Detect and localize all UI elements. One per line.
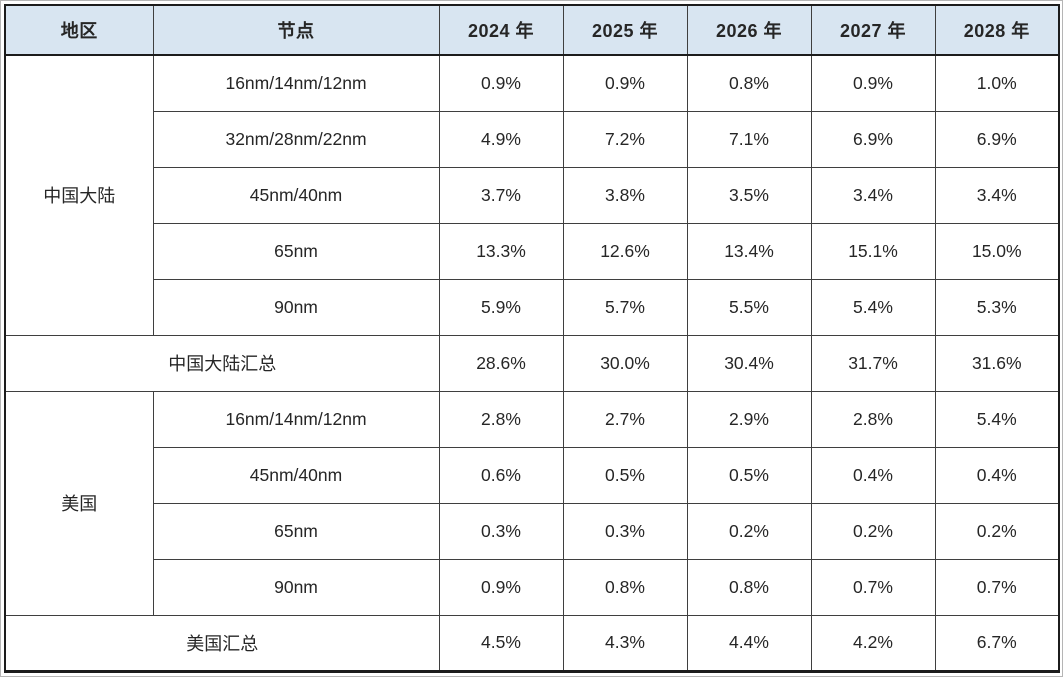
value-cell: 5.5% <box>686 278 812 336</box>
value-cell: 7.2% <box>562 110 688 168</box>
node-cell: 16nm/14nm/12nm <box>152 54 440 112</box>
value-cell: 0.9% <box>810 54 936 112</box>
node-cell: 16nm/14nm/12nm <box>152 390 440 448</box>
value-cell: 12.6% <box>562 222 688 280</box>
value-cell: 0.3% <box>562 502 688 560</box>
value-cell: 0.2% <box>810 502 936 560</box>
table-row: 美国 16nm/14nm/12nm 2.8% 2.7% 2.9% 2.8% 5.4% <box>4 390 1060 616</box>
capacity-share-table: 地区 节点 2024 年 2025 年 2026 年 2027 年 2028 年 中国大陆 1… <box>4 4 1060 673</box>
value-cell: 3.4% <box>810 166 936 224</box>
summary-row: 中国大陆汇总 28.6% 30.0% 30.4% 31.7% 31.6% <box>4 334 1060 392</box>
value-cell: 3.4% <box>934 166 1060 224</box>
value-cell: 5.9% <box>438 278 564 336</box>
header-row: 地区 节点 2024 年 2025 年 2026 年 2027 年 2028 年 <box>4 4 1060 56</box>
value-cell: 3.8% <box>562 166 688 224</box>
header-cell: 节点 <box>152 4 440 56</box>
node-cell: 65nm <box>152 222 440 280</box>
value-cell: 0.3% <box>438 502 564 560</box>
value-cell: 0.5% <box>686 446 812 504</box>
header-cell: 2025 年 <box>562 4 688 56</box>
summary-value-cell: 28.6% <box>438 334 564 392</box>
value-cell: 15.1% <box>810 222 936 280</box>
value-cell: 0.6% <box>438 446 564 504</box>
summary-value-cell: 4.5% <box>438 614 564 672</box>
summary-value-cell: 4.2% <box>810 614 936 672</box>
value-cell: 0.2% <box>934 502 1060 560</box>
header-cell: 2026 年 <box>686 4 812 56</box>
header-cell: 2028 年 <box>934 4 1060 56</box>
table-row: 45nm/40nm 0.6% 0.5% 0.5% 0.4% 0.4% <box>5 446 1060 504</box>
table-header: 地区 节点 2024 年 2025 年 2026 年 2027 年 2028 年 <box>4 4 1060 56</box>
node-cell: 90nm <box>152 278 440 336</box>
header-cell: 2027 年 <box>810 4 936 56</box>
value-cell: 3.5% <box>686 166 812 224</box>
value-cell: 5.7% <box>562 278 688 336</box>
table-row: 90nm 5.9% 5.7% 5.5% 5.4% 5.3% <box>5 278 1060 336</box>
table-row: 32nm/28nm/22nm 4.9% 7.2% 7.1% 6.9% 6.9% <box>5 110 1060 168</box>
value-cell: 0.9% <box>438 54 564 112</box>
value-cell: 7.1% <box>686 110 812 168</box>
table-row: 65nm 0.3% 0.3% 0.2% 0.2% 0.2% <box>5 502 1060 560</box>
value-cell: 1.0% <box>934 54 1060 112</box>
table-body: 中国大陆 16nm/14nm/12nm 0.9% 0.9% 0.8% 0.9% 1.0% 32… <box>4 54 1060 672</box>
summary-value-cell: 31.7% <box>810 334 936 392</box>
value-cell: 13.4% <box>686 222 812 280</box>
summary-value-cell: 4.3% <box>562 614 688 672</box>
node-cell: 32nm/28nm/22nm <box>152 110 440 168</box>
value-cell: 6.9% <box>934 110 1060 168</box>
value-cell: 15.0% <box>934 222 1060 280</box>
node-cell: 45nm/40nm <box>152 166 440 224</box>
summary-value-cell: 30.4% <box>686 334 812 392</box>
value-cell: 6.9% <box>810 110 936 168</box>
table-row: 90nm 0.9% 0.8% 0.8% 0.7% 0.7% <box>5 558 1060 616</box>
table-row: 中国大陆 16nm/14nm/12nm 0.9% 0.9% 0.8% 0.9% 1.0% <box>4 54 1060 336</box>
value-cell: 0.8% <box>686 54 812 112</box>
value-cell: 5.3% <box>934 278 1060 336</box>
summary-value-cell: 31.6% <box>934 334 1060 392</box>
value-cell: 2.9% <box>686 390 812 448</box>
value-cell: 4.9% <box>438 110 564 168</box>
value-cell: 3.7% <box>438 166 564 224</box>
value-cell: 5.4% <box>934 390 1060 448</box>
value-cell: 0.7% <box>810 558 936 616</box>
summary-value-cell: 4.4% <box>686 614 812 672</box>
value-cell: 2.8% <box>438 390 564 448</box>
value-cell: 0.7% <box>934 558 1060 616</box>
region-cell: 中国大陆 <box>4 54 154 336</box>
value-cell: 2.8% <box>810 390 936 448</box>
value-cell: 0.8% <box>686 558 812 616</box>
summary-row: 美国汇总 4.5% 4.3% 4.4% 4.2% 6.7% <box>4 614 1060 672</box>
header-cell: 地区 <box>4 4 154 56</box>
value-cell: 2.7% <box>562 390 688 448</box>
value-cell: 0.9% <box>562 54 688 112</box>
header-cell: 2024 年 <box>438 4 564 56</box>
value-cell: 0.8% <box>562 558 688 616</box>
value-cell: 0.9% <box>438 558 564 616</box>
table-row: 65nm 13.3% 12.6% 13.4% 15.1% 15.0% <box>5 222 1060 280</box>
node-cell: 65nm <box>152 502 440 560</box>
node-cell: 90nm <box>152 558 440 616</box>
value-cell: 0.4% <box>934 446 1060 504</box>
value-cell: 0.4% <box>810 446 936 504</box>
summary-label-cell: 中国大陆汇总 <box>4 334 440 392</box>
value-cell: 13.3% <box>438 222 564 280</box>
region-cell: 美国 <box>4 390 154 616</box>
node-cell: 45nm/40nm <box>152 446 440 504</box>
table-row: 45nm/40nm 3.7% 3.8% 3.5% 3.4% 3.4% <box>5 166 1060 224</box>
summary-value-cell: 30.0% <box>562 334 688 392</box>
summary-value-cell: 6.7% <box>934 614 1060 672</box>
summary-label-cell: 美国汇总 <box>4 614 440 672</box>
value-cell: 0.2% <box>686 502 812 560</box>
value-cell: 5.4% <box>810 278 936 336</box>
value-cell: 0.5% <box>562 446 688 504</box>
